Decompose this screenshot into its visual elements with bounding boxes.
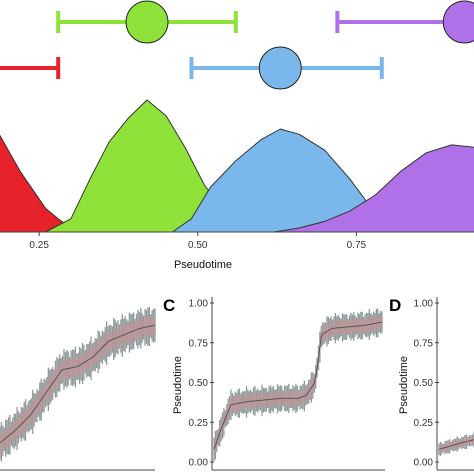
panel-d-letter: D: [389, 296, 401, 315]
panel-c-letter: C: [163, 296, 175, 315]
interval-purple-point: [442, 0, 474, 44]
density-x-tick-label: 0.75: [347, 240, 367, 251]
interval-green-point: [125, 0, 169, 44]
interval-blue: [189, 46, 384, 90]
interval-red: [0, 57, 61, 79]
panel-c: C Pseudotime 0.00 0.25 0.50 0.75 1.00: [163, 296, 385, 471]
interval-blue-point: [258, 46, 302, 90]
density-panel: 0.25 0.50 0.75 Pseudotime: [0, 0, 474, 271]
interval-green: [56, 0, 238, 44]
panel-d-y-tick-label: 0.75: [414, 338, 434, 349]
panel-d-boxes: [438, 431, 474, 456]
panel-d-median-line: [438, 439, 474, 450]
panel-d-y-tick-label: 0.00: [414, 458, 434, 469]
panel-b-median-line: [0, 324, 156, 444]
panel-d-y-tick-label: 0.25: [414, 418, 434, 429]
density-x-tick-label: 0.25: [29, 240, 49, 251]
panel-b: [0, 306, 156, 471]
panel-d-y-tick-label: 0.50: [414, 378, 434, 389]
density-purple: [273, 144, 474, 233]
interval-purple: [335, 0, 474, 44]
panel-c-y-axis-label: Pseudotime: [172, 356, 184, 414]
panel-c-y-tick-label: 0.75: [189, 338, 209, 349]
interval-layer: [0, 0, 474, 90]
density-layer: [0, 99, 474, 233]
density-red: [0, 134, 85, 233]
panel-c-y-tick-label: 1.00: [189, 299, 209, 310]
density-x-tick-label: 0.50: [188, 240, 208, 251]
panel-c-boxes: [213, 308, 383, 462]
panel-c-y-tick-label: 0.25: [189, 418, 209, 429]
panel-d-y-axis-label: Pseudotime: [398, 356, 410, 414]
panel-d-y-tick-label: 1.00: [414, 299, 434, 310]
panel-d-y-ticks: 0.00 0.25 0.50 0.75 1.00: [414, 299, 439, 469]
panel-c-y-ticks: 0.00 0.25 0.50 0.75 1.00: [189, 299, 214, 469]
density-x-axis-label: Pseudotime: [174, 259, 232, 271]
panel-b-boxes: [0, 306, 156, 462]
panel-c-y-tick-label: 0.50: [189, 378, 209, 389]
panel-c-y-tick-label: 0.00: [189, 458, 209, 469]
panel-c-median-line: [213, 321, 383, 450]
panel-d: D Pseudotime 0.00 0.25 0.50 0.75 1.00: [389, 296, 474, 471]
density-x-ticks: 0.25 0.50 0.75: [29, 232, 367, 251]
